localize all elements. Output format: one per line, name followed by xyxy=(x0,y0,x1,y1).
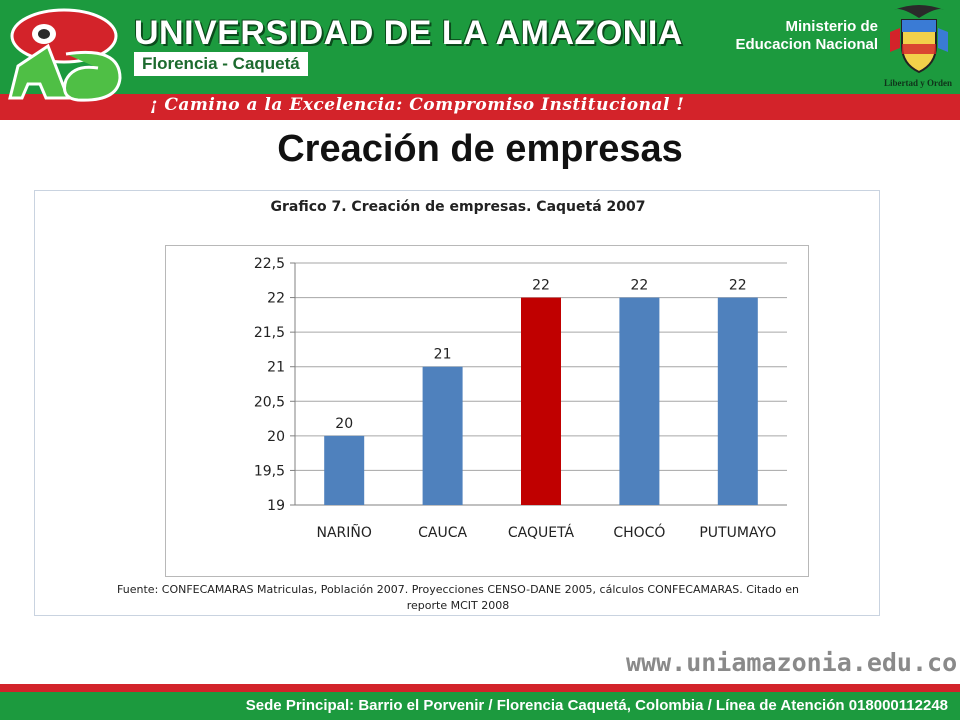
bar-data-label: 22 xyxy=(729,278,747,294)
institutional-slogan: ¡ Camino a la Excelencia: Compromiso Ins… xyxy=(150,95,685,115)
y-tick-label: 22,5 xyxy=(254,256,285,272)
y-tick-label: 19,5 xyxy=(254,463,285,479)
x-category-label: CHOCÓ xyxy=(613,523,665,541)
bar-chart: 19 19,5 20 20,5 21 21,5 22 22,5 20 NARIÑO 21 CAUCA 2… xyxy=(254,256,787,541)
bar-data-label: 20 xyxy=(335,416,353,432)
x-category-label: PUTUMAYO xyxy=(699,525,776,541)
y-tick-label: 19 xyxy=(267,498,285,514)
university-name: UNIVERSIDAD DE LA AMAZONIA xyxy=(134,14,683,52)
coat-of-arms-motto: Libertad y Orden xyxy=(883,78,952,88)
chart-bar xyxy=(324,435,365,505)
footer-stripe xyxy=(0,684,960,692)
ministry-name: Ministerio de Educacion Nacional xyxy=(735,18,878,53)
bar-data-label: 22 xyxy=(532,278,550,294)
bar-data-label: 22 xyxy=(630,278,648,294)
y-tick-label: 20 xyxy=(267,429,285,445)
university-logo-icon xyxy=(8,8,122,102)
header-bar xyxy=(0,0,960,94)
chart-card: Grafico 7. Creación de empresas. Caquetá… xyxy=(34,190,880,616)
slogan-bar xyxy=(0,94,960,120)
university-city: Florencia - Caquetá xyxy=(134,52,308,76)
chart-bar xyxy=(717,297,758,505)
y-tick-label: 21 xyxy=(267,360,285,376)
footer-address: Sede Principal: Barrio el Porvenir / Flo… xyxy=(0,692,960,720)
chart-title: Grafico 7. Creación de empresas. Caquetá… xyxy=(270,199,646,215)
chart-bar xyxy=(619,297,660,505)
x-category-label: NARIÑO xyxy=(316,524,371,541)
x-category-label: CAUCA xyxy=(418,525,467,541)
chart-bar xyxy=(422,366,463,505)
bar-data-label: 21 xyxy=(434,347,452,363)
y-tick-label: 20,5 xyxy=(254,394,285,410)
chart-source-line-2: reporte MCIT 2008 xyxy=(406,599,510,612)
coat-of-arms-icon xyxy=(890,5,948,74)
chart-bar xyxy=(521,297,561,505)
page-title: Creación de empresas xyxy=(277,128,683,170)
x-category-label: CAQUETÁ xyxy=(508,524,575,541)
website-url: www.uniamazonia.edu.co xyxy=(626,648,958,677)
chart-plot-frame xyxy=(165,245,809,577)
y-tick-label: 21,5 xyxy=(254,325,285,341)
chart-source-line-1: Fuente: CONFECAMARAS Matriculas, Poblaci… xyxy=(117,583,799,596)
y-tick-label: 22 xyxy=(267,291,285,307)
